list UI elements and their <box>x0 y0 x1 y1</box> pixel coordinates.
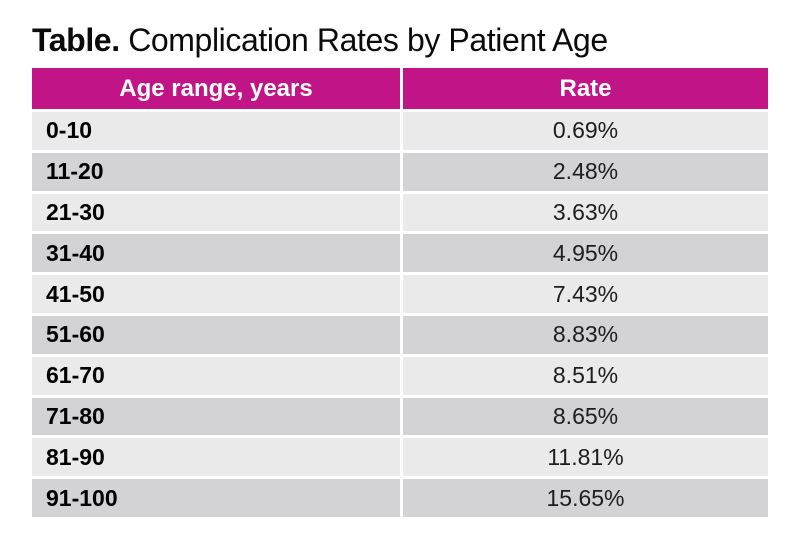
age-range-cell: 11-20 <box>32 152 400 191</box>
rate-cell: 3.63% <box>403 193 768 232</box>
table-row: 31-40 4.95% <box>32 234 768 273</box>
column-header-rate: Rate <box>403 68 768 109</box>
rate-cell: 0.69% <box>403 112 768 150</box>
table-row: 81-90 11.81% <box>32 438 768 477</box>
table-row: 21-30 3.63% <box>32 193 768 232</box>
age-range-cell: 91-100 <box>32 479 400 517</box>
rate-cell: 4.95% <box>403 234 768 273</box>
rate-cell: 7.43% <box>403 275 768 313</box>
table-row: 91-100 15.65% <box>32 479 768 517</box>
rate-cell: 15.65% <box>403 479 768 517</box>
table-header-row: Age range, years Rate <box>32 68 768 109</box>
table-row: 41-50 7.43% <box>32 275 768 313</box>
age-range-cell: 41-50 <box>32 275 400 313</box>
rate-cell: 2.48% <box>403 152 768 191</box>
age-range-cell: 61-70 <box>32 356 400 395</box>
figure-title: Table. Complication Rates by Patient Age <box>32 22 608 58</box>
age-range-cell: 71-80 <box>32 397 400 436</box>
age-range-cell: 81-90 <box>32 438 400 477</box>
rate-cell: 8.51% <box>403 356 768 395</box>
rate-cell: 11.81% <box>403 438 768 477</box>
age-range-cell: 31-40 <box>32 234 400 273</box>
table-row: 71-80 8.65% <box>32 397 768 436</box>
rate-cell: 8.65% <box>403 397 768 436</box>
table-row: 0-10 0.69% <box>32 112 768 150</box>
rate-cell: 8.83% <box>403 315 768 354</box>
figure-title-text: Complication Rates by Patient Age <box>119 22 608 58</box>
age-range-cell: 51-60 <box>32 315 400 354</box>
table-row: 51-60 8.83% <box>32 315 768 354</box>
table-row: 61-70 8.51% <box>32 356 768 395</box>
age-range-cell: 21-30 <box>32 193 400 232</box>
complication-rates-table: Age range, years Rate 0-10 0.69% 11-20 2… <box>32 68 768 520</box>
figure-title-label: Table. <box>32 22 120 58</box>
table-row: 11-20 2.48% <box>32 152 768 191</box>
age-range-cell: 0-10 <box>32 112 400 150</box>
column-header-age-range: Age range, years <box>32 68 400 109</box>
